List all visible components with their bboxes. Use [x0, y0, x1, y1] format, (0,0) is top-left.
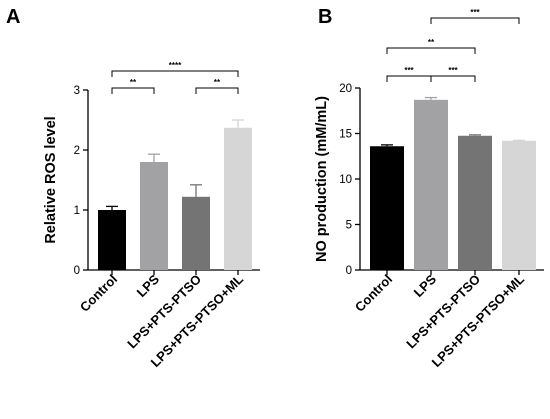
- y-tick-label: 20: [339, 83, 352, 95]
- bar: [224, 127, 252, 270]
- panel-letter: B: [318, 6, 332, 28]
- significance-bracket: [386, 75, 432, 82]
- significance-bracket: [111, 87, 155, 94]
- bar: [140, 162, 168, 270]
- significance-bracket: [195, 87, 239, 94]
- x-tick-label: Control: [352, 272, 395, 315]
- significance-bracket: [430, 75, 476, 82]
- x-tick-label: LPS+PTS-PTSO: [124, 272, 204, 352]
- panel-b-chart: B 0 5 10 15 20 NO production (mM/mL) Control LPS…: [314, 6, 544, 370]
- y-axis-label: NO production (mM/mL): [314, 96, 330, 262]
- bar: [458, 135, 492, 270]
- panel-a-chart: A 0 1 2 3 Relative ROS level Control LPSLPS+PTS…: [6, 6, 260, 370]
- significance-bracket: [430, 17, 520, 24]
- significance-label: **: [130, 78, 137, 87]
- significance-label: **: [214, 78, 221, 87]
- significance-label: ***: [470, 8, 480, 17]
- significance-bracket: [386, 47, 476, 54]
- significance-bracket: [111, 70, 239, 77]
- y-tick-label: 2: [74, 145, 80, 157]
- bar: [414, 99, 448, 270]
- x-tick-label: Control: [77, 272, 120, 315]
- y-tick-label: 0: [346, 265, 352, 277]
- y-tick-label: 5: [346, 220, 352, 232]
- bar: [182, 196, 210, 270]
- bar: [98, 210, 126, 270]
- x-tick-label: LPS: [134, 271, 163, 300]
- bar: [370, 146, 404, 270]
- y-tick-label: 1: [74, 205, 80, 217]
- y-tick-label: 3: [74, 85, 80, 97]
- x-tick-label: LPS: [411, 271, 440, 300]
- y-axis-label: Relative ROS level: [43, 116, 59, 243]
- significance-label: **: [428, 38, 435, 47]
- y-tick-label: 15: [339, 129, 352, 141]
- y-tick-label: 0: [74, 265, 80, 277]
- significance-label: ****: [169, 61, 182, 70]
- panel-letter: A: [6, 6, 20, 28]
- significance-label: ***: [404, 66, 414, 75]
- bar: [502, 140, 536, 270]
- y-tick-label: 10: [339, 174, 352, 186]
- significance-label: ***: [448, 66, 458, 75]
